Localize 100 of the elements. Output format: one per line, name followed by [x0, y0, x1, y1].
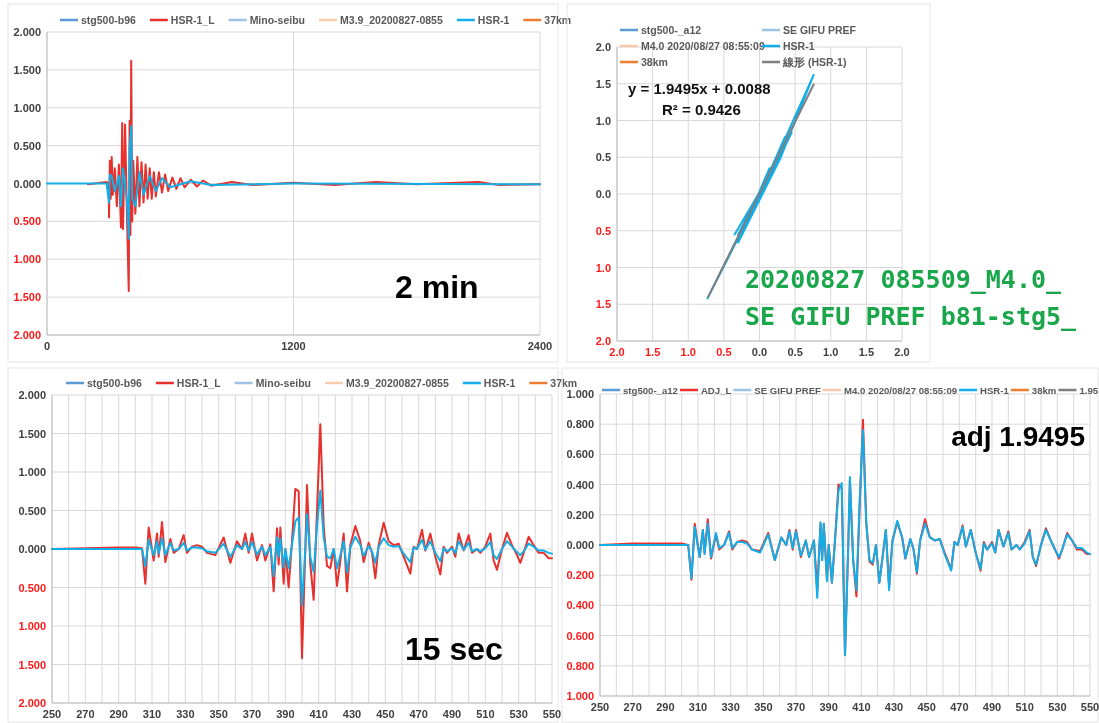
- y-tick-label: 1.000: [18, 620, 46, 632]
- y-tick-label: 2.000: [18, 697, 46, 709]
- y-tick-label: 1.5: [595, 298, 611, 311]
- x-tick-label: 0.0: [751, 346, 768, 358]
- y-tick-label: 0.600: [566, 448, 594, 461]
- x-tick-label: 0.5: [787, 346, 803, 358]
- x-tick-label: 530: [509, 708, 528, 720]
- legend-item: 37km: [523, 13, 572, 26]
- x-tick-label: 390: [276, 708, 295, 720]
- x-tick-label: 2.0: [894, 346, 910, 358]
- legend-label: HSR-1: [783, 39, 815, 52]
- y-tick-label: 1.0: [595, 114, 611, 127]
- legend-item: M4.0 2020/08/27 08:55:09: [822, 384, 958, 396]
- legend-label: Mino-seibu: [249, 13, 306, 26]
- x-tick-label: 290: [109, 708, 128, 720]
- x-tick-label: 470: [950, 701, 969, 713]
- y-tick-label: 0.5: [595, 151, 611, 164]
- y-tick-label: 0.800: [566, 418, 594, 431]
- annotation: 20200827 085509_M4.0_: [745, 265, 1063, 294]
- legend-item: 37km: [529, 376, 578, 389]
- y-tick-label: 0.500: [13, 139, 41, 152]
- x-tick-label: 490: [442, 708, 462, 720]
- legend-item: Mino-seibu: [228, 13, 306, 26]
- y-tick-label: 0.400: [566, 599, 594, 612]
- y-tick-label: 0.600: [566, 629, 594, 642]
- y-tick-label: 0.000: [13, 177, 41, 190]
- x-tick-label: 390: [819, 701, 838, 713]
- y-tick-label: 1.5: [595, 77, 611, 90]
- legend-label: HSR-1: [477, 13, 510, 26]
- legend-item: M3.9_20200827-0855: [319, 13, 443, 26]
- legend-item: HSR-1: [462, 376, 516, 389]
- legend-label: stg500-_a12: [623, 384, 678, 396]
- legend-label: 38km: [1031, 384, 1057, 396]
- legend-item: HSR-1: [456, 13, 510, 26]
- legend-item: HSR-1: [959, 384, 1009, 396]
- x-tick-label: 490: [982, 701, 1002, 713]
- annotation: 15 sec: [405, 631, 503, 667]
- y-tick-label: 0.500: [18, 581, 46, 594]
- legend-label: 1.95: [1079, 384, 1099, 396]
- x-tick-label: 1.0: [823, 346, 839, 358]
- x-tick-label: 250: [42, 708, 62, 720]
- y-tick-label: 2.0: [595, 41, 611, 53]
- x-tick-label: 310: [142, 708, 162, 720]
- legend-item: 1.95: [1058, 384, 1099, 396]
- x-tick-label: 550: [1080, 701, 1099, 713]
- x-tick-label: 2.0: [609, 346, 625, 358]
- annotation: y = 1.9495x + 0.0088: [628, 80, 771, 97]
- x-tick-label: 430: [342, 708, 362, 720]
- x-tick-label: 530: [1048, 701, 1067, 713]
- annotation: adj 1.9495: [951, 421, 1085, 452]
- annotation: R² = 0.9426: [662, 101, 741, 118]
- x-tick-label: 0: [43, 340, 51, 352]
- x-tick-label: 310: [688, 701, 708, 713]
- legend-item: SE GIFU PREF: [762, 23, 856, 36]
- x-tick-label: 510: [476, 708, 495, 720]
- y-tick-label: 0.200: [566, 569, 594, 582]
- y-tick-label: 2.000: [13, 26, 41, 38]
- legend-label: M4.0 2020/08/27 08:55:09: [843, 384, 958, 396]
- legend-item: ADJ_L: [679, 384, 732, 396]
- x-tick-label: 510: [1015, 701, 1034, 713]
- y-tick-label: 1.000: [18, 466, 46, 478]
- legend-item: 線形 (HSR-1): [762, 55, 847, 68]
- x-tick-label: 350: [754, 701, 773, 713]
- x-tick-label: 270: [76, 708, 95, 720]
- legend-label: 38km: [641, 55, 668, 68]
- y-tick-label: 1.000: [566, 388, 594, 400]
- x-tick-label: 1.5: [644, 346, 661, 358]
- legend-label: HSR-1_L: [170, 13, 216, 26]
- y-tick-label: 0.000: [566, 539, 594, 551]
- x-tick-label: 250: [590, 701, 610, 713]
- legend-item: Mino-seibu: [234, 376, 312, 389]
- y-tick-label: 1.000: [566, 690, 594, 702]
- legend-item: HSR-1_L: [149, 13, 215, 26]
- y-tick-label: 1.500: [13, 63, 41, 76]
- legend-item: stg500-b96: [66, 376, 142, 389]
- x-tick-label: 290: [656, 701, 675, 713]
- legend-label: 37km: [550, 376, 578, 389]
- x-tick-label: 370: [786, 701, 806, 713]
- x-tick-label: 410: [852, 701, 871, 713]
- legend-item: stg500-b96: [60, 13, 136, 26]
- x-tick-label: 1.5: [858, 346, 875, 358]
- legend-label: 37km: [544, 13, 572, 26]
- y-tick-label: 2.000: [18, 389, 46, 401]
- legend-label: HSR-1_L: [176, 376, 222, 389]
- x-tick-label: 1200: [281, 340, 306, 352]
- legend-item: SE GIFU PREF: [733, 384, 821, 396]
- legend-item: 38km: [1010, 384, 1057, 396]
- y-tick-label: 0.500: [13, 215, 41, 228]
- x-tick-label: 1.0: [680, 346, 696, 358]
- y-tick-label: 1.500: [18, 427, 46, 440]
- annotation: 2 min: [395, 269, 479, 305]
- legend-label: ADJ_L: [700, 384, 732, 396]
- x-tick-label: 470: [409, 708, 428, 720]
- y-tick-label: 1.500: [18, 658, 46, 671]
- legend-item: stg500-_a12: [602, 384, 678, 396]
- legend-item: stg500-_a12: [620, 23, 702, 36]
- legend-label: stg500-b96: [87, 376, 143, 389]
- legend-label: stg500-_a12: [641, 23, 702, 36]
- legend-label: 線形 (HSR-1): [782, 55, 847, 68]
- legend-label: HSR-1: [980, 384, 1010, 396]
